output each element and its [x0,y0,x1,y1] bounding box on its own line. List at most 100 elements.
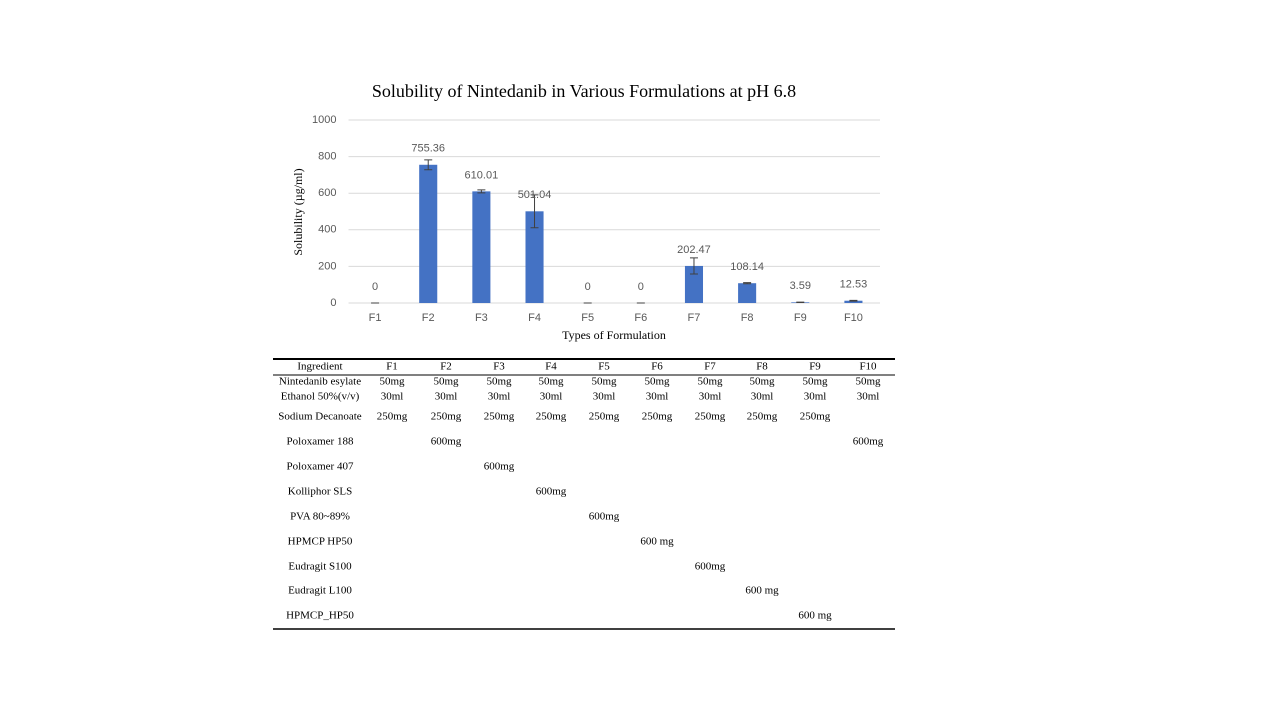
data-label: 202.47 [677,244,711,256]
table-cell: Eudragit S100 [288,561,352,573]
table-cell: 250mg [747,411,778,423]
table-cell: 250mg [536,411,567,423]
table-cell: 50mg [591,376,617,388]
x-tick-label: F5 [581,312,594,324]
table-cell: 250mg [484,411,515,423]
table-cell: 30ml [857,391,880,403]
table-cell: Ethanol 50%(v/v) [281,391,360,403]
table-cell: 600mg [589,511,620,523]
y-axis-label: Solubility (µg/ml) [291,168,305,255]
table-cell: 30ml [699,391,722,403]
x-axis-label: Types of Formulation [562,328,666,342]
table-cell: 50mg [433,376,459,388]
table-header-cell: F5 [598,361,610,373]
data-label: 108.14 [730,261,764,273]
error-bar [689,257,698,275]
bar [738,283,757,303]
table-header-cell: F3 [493,361,505,373]
table-cell: 600 mg [745,585,779,597]
table-cell: Sodium Decanoate [278,411,362,423]
y-tick-label: 1000 [312,114,336,126]
table-cell: 600mg [853,436,884,448]
error-bar [743,282,752,285]
table-cell: Eudragit L100 [288,585,352,597]
x-tick-label: F2 [422,312,435,324]
x-tick-label: F9 [794,312,807,324]
y-tick-label: 200 [318,260,336,272]
data-label: 755.36 [411,143,445,155]
table-header-cell: F6 [651,361,663,373]
data-label: 501.04 [518,189,552,201]
x-tick-label: F6 [634,312,647,324]
x-tick-label: F1 [369,312,382,324]
table-cell: 250mg [695,411,726,423]
table-cell: 30ml [804,391,827,403]
data-label: 0 [638,281,644,293]
table-cell: 50mg [697,376,723,388]
x-tick-label: F8 [741,312,754,324]
x-tick-label: F3 [475,312,488,324]
table-cell: 250mg [642,411,673,423]
table-cell: 30ml [646,391,669,403]
table-cell: 600 mg [798,610,832,622]
table-cell: HPMCP HP50 [288,536,353,548]
table-cell: 30ml [540,391,563,403]
error-bar [530,194,539,229]
table-cell: 30ml [435,391,458,403]
error-bar [477,189,486,194]
bar [472,191,491,303]
table-header-cell: F8 [756,361,768,373]
error-bar [849,299,858,302]
table-cell: 600mg [431,436,462,448]
table-cell: 600 mg [640,536,674,548]
table-cell: 250mg [589,411,620,423]
table-header-cell: F9 [809,361,821,373]
table-cell: Poloxamer 188 [287,436,354,448]
table-cell: 30ml [488,391,511,403]
table-cell: 50mg [855,376,881,388]
table-cell: 600mg [484,461,515,473]
table-cell: 50mg [538,376,564,388]
chart-title: Solubility of Nintedanib in Various Form… [372,81,796,101]
table-cell: 250mg [377,411,408,423]
table-cell: 30ml [751,391,774,403]
table-header-cell: F7 [704,361,716,373]
x-tick-label: F4 [528,312,541,324]
table-cell: 30ml [593,391,616,403]
table-cell: 50mg [644,376,670,388]
table-header-cell: F2 [440,361,452,373]
table-header-cell: F4 [545,361,557,373]
data-label: 12.53 [840,279,868,291]
table-cell: 600mg [536,486,567,498]
table-cell: 50mg [379,376,405,388]
data-label: 3.59 [790,280,811,292]
table-cell: 50mg [486,376,512,388]
table-header-cell: F1 [386,361,398,373]
y-tick-label: 600 [318,187,336,199]
y-tick-label: 400 [318,224,336,236]
table-cell: Kolliphor SLS [288,486,352,498]
table-cell: 50mg [802,376,828,388]
table-cell: 30ml [381,391,404,403]
data-label: 0 [585,281,591,293]
bar [525,211,544,303]
table-cell: 250mg [431,411,462,423]
bar [684,265,704,303]
bar [844,300,863,303]
error-bar [424,159,433,171]
table-cell: 250mg [800,411,831,423]
data-label: 0 [372,281,378,293]
table-header-cell: Ingredient [297,361,342,373]
x-tick-label: F7 [688,312,701,324]
table-cell: Poloxamer 407 [287,461,354,473]
table-cell: PVA 80~89% [290,511,350,523]
y-tick-label: 800 [318,151,336,163]
bar [419,164,438,303]
table-cell: HPMCP_HP50 [286,610,354,622]
data-label: 610.01 [465,169,499,181]
table-cell: 50mg [749,376,775,388]
table-header-cell: F10 [859,361,877,373]
table-cell: Nintedanib esylate [279,376,361,388]
